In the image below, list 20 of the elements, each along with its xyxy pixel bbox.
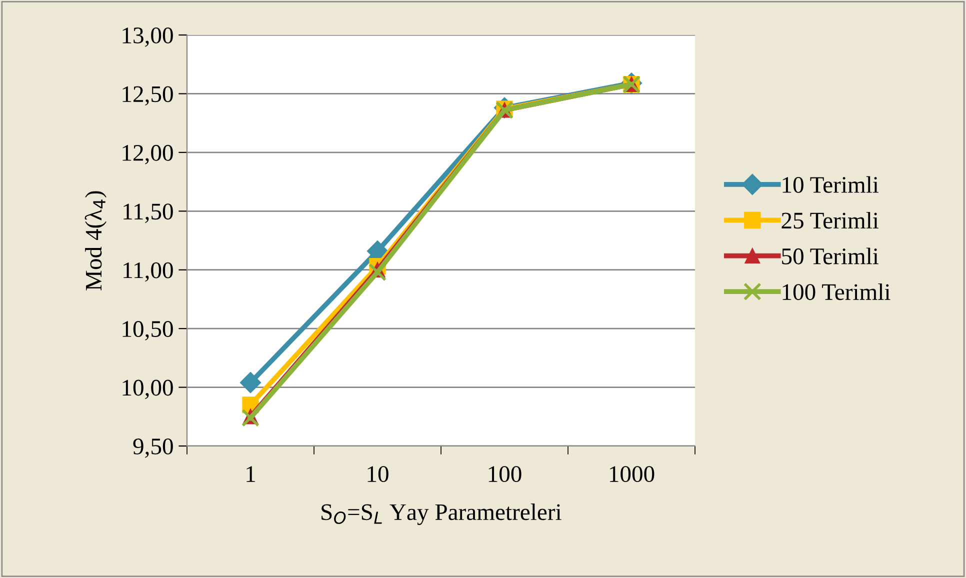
- y-tick-label: 12,00: [122, 144, 173, 164]
- y-tick-label: 12,50: [122, 86, 173, 106]
- y-tick-label: 11,00: [124, 262, 173, 282]
- y-tick-label: 9,50: [133, 438, 173, 458]
- point: [240, 372, 262, 394]
- y-tick-label: 10,00: [122, 380, 173, 400]
- y-axis-title: Mod 4(λ$_{4}$): [84, 191, 106, 290]
- x-tick-label: 10: [368, 466, 388, 482]
- y-tick-label: 11,50: [124, 204, 173, 223]
- legend-label: 100 Terimli: [782, 283, 890, 300]
- y-tick-label: 10,50: [122, 321, 173, 340]
- legend-label: 50 Terimli: [782, 248, 879, 264]
- legend-label: 10 Terimli: [782, 176, 879, 193]
- y-tick-label: 13,00: [122, 27, 173, 47]
- x-tick-label: 100: [488, 466, 522, 482]
- x-tick-label: 1000: [610, 466, 654, 482]
- legend-label: 25 Terimli: [782, 212, 879, 229]
- x-axis-title: S$_{O}$=S$_{L}$ Yay Parametreleri: [322, 504, 562, 525]
- x-tick-label: 1: [246, 466, 255, 482]
- point: [368, 263, 387, 282]
